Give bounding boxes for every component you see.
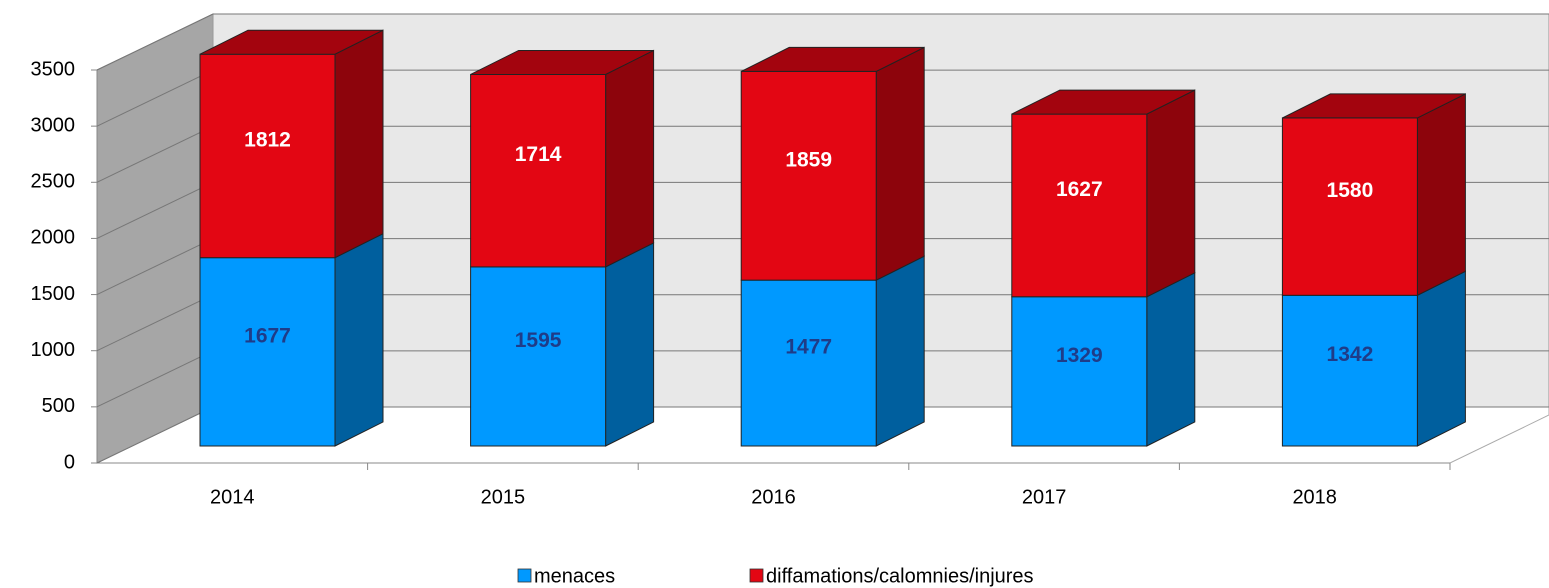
y-tick-label: 1500 bbox=[31, 283, 76, 305]
value-label: 1627 bbox=[1056, 178, 1103, 201]
grid-line bbox=[96, 69, 214, 127]
grid-line bbox=[96, 181, 214, 239]
bar bbox=[470, 266, 607, 447]
y-tick-label: 3500 bbox=[31, 58, 76, 80]
value-label: 1677 bbox=[244, 324, 291, 347]
bar-side bbox=[1416, 93, 1466, 297]
value-label: 1595 bbox=[515, 329, 562, 352]
y-tick-label: 1000 bbox=[31, 339, 76, 361]
bar bbox=[1281, 294, 1418, 447]
bar-top bbox=[740, 46, 925, 72]
bar-side bbox=[605, 49, 655, 268]
bar bbox=[470, 73, 607, 268]
y-tick-label: 0 bbox=[64, 451, 75, 473]
value-label: 1342 bbox=[1327, 343, 1374, 366]
value-label: 1329 bbox=[1056, 344, 1103, 367]
y-tick-label: 500 bbox=[42, 395, 75, 417]
value-label: 1477 bbox=[785, 336, 832, 359]
y-tick-label: 2000 bbox=[31, 227, 76, 249]
y-tick-label: 2500 bbox=[31, 171, 76, 193]
legend-swatch bbox=[517, 568, 532, 583]
grid-line bbox=[96, 294, 214, 352]
bar-top bbox=[1282, 93, 1466, 119]
bar bbox=[740, 279, 877, 447]
bar-top bbox=[470, 49, 654, 75]
bar bbox=[1011, 113, 1148, 298]
value-label: 1714 bbox=[515, 143, 562, 166]
bar bbox=[199, 257, 336, 447]
y-tick-label: 3000 bbox=[31, 114, 76, 136]
bar-side bbox=[875, 255, 925, 447]
value-label: 1580 bbox=[1327, 179, 1374, 202]
bar bbox=[740, 70, 877, 281]
side-wall bbox=[96, 13, 214, 464]
bar-side bbox=[334, 232, 384, 447]
bar-top bbox=[199, 29, 384, 55]
legend-label: menaces bbox=[534, 565, 615, 587]
x-tick-label: 2014 bbox=[210, 486, 255, 508]
grid-line bbox=[96, 406, 214, 464]
legend-label: diffamations/calomnies/injures bbox=[766, 565, 1034, 587]
value-label: 1859 bbox=[785, 148, 832, 171]
bar-top bbox=[1011, 89, 1196, 115]
x-tick-label: 2015 bbox=[481, 486, 526, 508]
value-label: 1812 bbox=[244, 129, 291, 152]
bar-side bbox=[1416, 270, 1466, 447]
bar bbox=[199, 53, 336, 259]
grid-line bbox=[96, 350, 214, 408]
x-tick-label: 2016 bbox=[751, 486, 796, 508]
x-tick-label: 2018 bbox=[1292, 486, 1337, 508]
bar bbox=[1011, 296, 1148, 447]
grid-line bbox=[96, 13, 214, 71]
bar-side bbox=[875, 46, 925, 281]
grid-line bbox=[96, 238, 214, 296]
bar-side bbox=[334, 29, 384, 259]
legend-swatch bbox=[749, 568, 764, 583]
bar-side bbox=[1146, 89, 1196, 298]
bar bbox=[1281, 117, 1418, 296]
grid-line bbox=[96, 125, 214, 183]
bar-side bbox=[605, 242, 655, 447]
x-tick-label: 2017 bbox=[1022, 486, 1067, 508]
bar-side bbox=[1146, 271, 1196, 447]
